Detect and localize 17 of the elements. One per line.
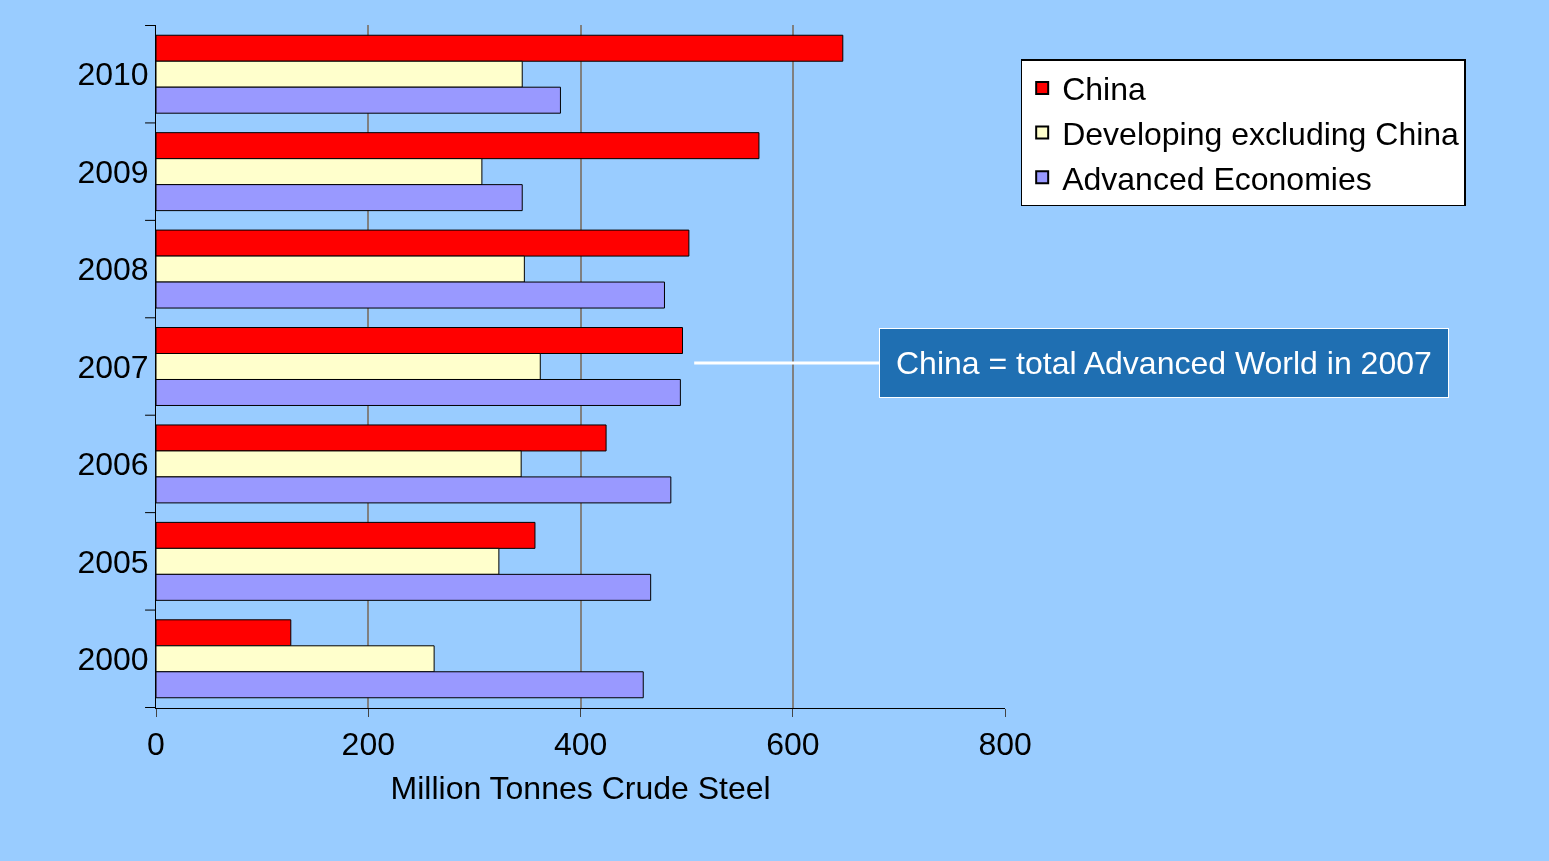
- x-tick-label: 200: [341, 726, 395, 763]
- legend-label: China: [1062, 71, 1146, 108]
- y-tick-label: 2010: [77, 56, 149, 93]
- y-tick-label: 2000: [77, 640, 149, 677]
- legend-label: Advanced Economies: [1062, 160, 1372, 197]
- y-tick-label: 2009: [77, 153, 149, 190]
- annotation: China = total Advanced World in 2007: [896, 345, 1432, 381]
- y-tick-label: 2007: [77, 348, 149, 385]
- legend-label: Developing excluding China: [1062, 116, 1460, 153]
- x-axis-title: Million Tonnes Crude Steel: [390, 770, 771, 807]
- x-tick-label: 800: [978, 726, 1032, 763]
- x-tick-label: 400: [553, 726, 608, 763]
- y-tick-label: 2006: [77, 446, 149, 483]
- y-tick-label: 2005: [77, 543, 149, 580]
- x-tick-label: 600: [766, 726, 820, 763]
- x-tick-label: 0: [147, 726, 165, 763]
- y-tick-label: 2008: [77, 251, 149, 288]
